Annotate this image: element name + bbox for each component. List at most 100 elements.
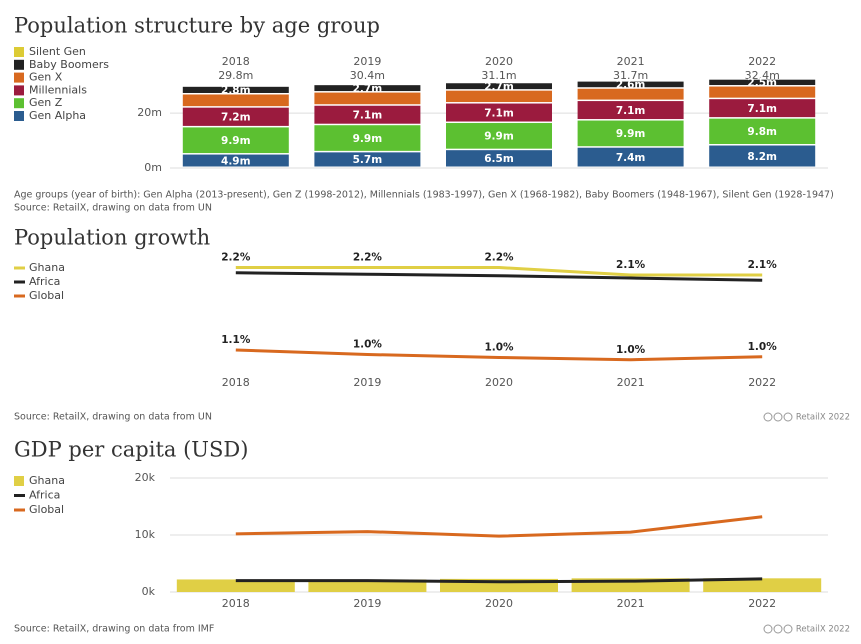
legend-label: Ghana	[29, 261, 65, 274]
x-category-label: 2019	[353, 55, 381, 68]
legend-swatch	[14, 85, 24, 96]
license-icon	[773, 624, 783, 634]
value-label: 9.8m	[747, 126, 777, 138]
bar	[176, 579, 295, 592]
credit: RetailX 2022	[796, 413, 850, 423]
bar-segment	[709, 145, 816, 167]
value-label: 1.0%	[616, 344, 646, 356]
total-label: 32.4m	[745, 69, 780, 82]
bar-segment	[314, 152, 421, 167]
value-label: 2.7m	[484, 81, 514, 93]
y-tick-label: 20m	[137, 106, 162, 119]
legend-label: Gen Z	[29, 96, 63, 109]
bar-segment	[446, 103, 552, 122]
value-label: 1.0%	[484, 342, 514, 354]
value-label: 7.1m	[616, 105, 646, 117]
value-label: 2.1%	[748, 259, 778, 271]
value-label: 2.2%	[353, 252, 383, 264]
bar-segment	[709, 79, 816, 86]
bar-segment	[446, 150, 552, 167]
x-category-label: 2018	[222, 597, 250, 610]
value-label: 9.9m	[616, 128, 646, 140]
source: Source: RetailX, drawing on data from IM…	[14, 624, 214, 635]
line	[235, 348, 763, 362]
x-category-label: 2021	[617, 55, 645, 68]
bar-segment	[577, 147, 684, 167]
value-label: 1.0%	[748, 341, 778, 353]
legend-swatch	[14, 111, 24, 121]
value-label: 1.0%	[353, 339, 383, 351]
bar-segment	[577, 81, 684, 88]
bar-segment	[314, 92, 421, 105]
value-label: 2.7m	[353, 83, 383, 95]
line	[235, 266, 763, 277]
value-label: 2.5m	[747, 77, 777, 89]
note: Age groups (year of birth): Gen Alpha (2…	[14, 190, 834, 201]
value-label: 2.1%	[616, 259, 646, 271]
bar-segment	[314, 105, 421, 124]
line	[235, 515, 763, 538]
legend-label: Ghana	[29, 474, 65, 487]
license-icon	[783, 624, 793, 634]
x-category-label: 2020	[485, 597, 513, 610]
legend-label: Africa	[29, 489, 60, 502]
legend-label: Millennials	[29, 83, 87, 96]
bar-segment	[709, 86, 816, 98]
value-label: 9.9m	[221, 135, 251, 147]
x-category-label: 2021	[617, 597, 645, 610]
legend-swatch	[14, 98, 24, 109]
source: Source: RetailX, drawing on data from UN	[14, 412, 212, 423]
value-label: 7.2m	[221, 112, 251, 124]
legend-swatch	[14, 72, 24, 83]
x-category-label: 2022	[748, 376, 776, 389]
bar	[703, 578, 822, 592]
x-category-label: 2021	[617, 376, 645, 389]
legend-swatch	[14, 476, 24, 486]
x-category-label: 2019	[353, 597, 381, 610]
x-category-label: 2020	[485, 376, 513, 389]
license-icon	[763, 624, 773, 634]
value-label: 1.1%	[221, 334, 251, 346]
chart-title: GDP per capita (USD)	[14, 438, 248, 462]
legend-swatch	[14, 59, 24, 70]
bar-segment	[577, 88, 684, 100]
x-category-label: 2020	[485, 55, 513, 68]
bar-segment	[182, 154, 289, 167]
bar-segment	[314, 85, 421, 92]
bar	[308, 579, 427, 592]
total-label: 29.8m	[218, 69, 253, 82]
value-label: 9.9m	[484, 131, 514, 143]
bar-segment	[709, 118, 816, 145]
credit: RetailX 2022	[796, 625, 850, 635]
bar-segment	[314, 125, 421, 151]
legend-label: Global	[29, 503, 64, 516]
legend-label: Gen Alpha	[29, 109, 86, 122]
bar-segment	[446, 83, 552, 90]
chart-title: Population structure by age group	[14, 14, 380, 38]
bar-segment	[182, 86, 289, 93]
value-label: 7.1m	[747, 103, 777, 115]
x-category-label: 2019	[353, 376, 381, 389]
license-icon	[773, 412, 783, 422]
license-icon	[783, 412, 793, 422]
line	[235, 577, 763, 584]
bar-segment	[446, 90, 552, 103]
bar-segment	[446, 123, 552, 149]
total-label: 31.7m	[613, 69, 648, 82]
value-label: 2.2%	[221, 252, 251, 264]
value-label: 8.2m	[747, 151, 777, 163]
value-label: 5.7m	[353, 154, 383, 166]
x-category-label: 2022	[748, 55, 776, 68]
x-category-label: 2018	[222, 55, 250, 68]
legend-label: Baby Boomers	[29, 58, 109, 71]
legend-label: Silent Gen	[29, 45, 86, 58]
value-label: 2.6m	[616, 79, 646, 91]
total-label: 31.1m	[481, 69, 516, 82]
value-label: 9.9m	[353, 133, 383, 145]
y-tick-label: 10k	[135, 528, 156, 541]
value-label: 4.9m	[221, 155, 251, 167]
legend-swatch	[14, 47, 24, 57]
bar-segment	[709, 99, 816, 118]
value-label: 2.2%	[484, 252, 514, 264]
